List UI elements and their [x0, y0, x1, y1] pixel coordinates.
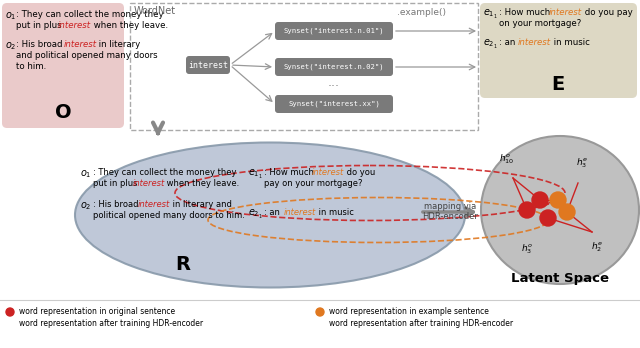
Text: interest: interest — [312, 168, 344, 177]
Text: put in plus: put in plus — [93, 179, 140, 188]
Circle shape — [540, 210, 556, 226]
Text: mapping via: mapping via — [424, 202, 476, 211]
Circle shape — [6, 308, 14, 316]
Text: HDR-encoder: HDR-encoder — [422, 212, 478, 221]
Text: : an: : an — [499, 38, 518, 47]
Text: : His broad: : His broad — [16, 40, 65, 49]
Text: do you pay: do you pay — [582, 8, 633, 17]
FancyBboxPatch shape — [186, 56, 230, 74]
Text: $o_2$: $o_2$ — [5, 40, 17, 52]
Text: to him.: to him. — [16, 62, 46, 71]
Text: pay on your mortgage?: pay on your mortgage? — [264, 179, 362, 188]
Text: $e_{1_1}$: $e_{1_1}$ — [483, 8, 498, 21]
Text: Latent Space: Latent Space — [511, 272, 609, 285]
Text: Synset("interest.n.02"): Synset("interest.n.02") — [284, 64, 384, 70]
FancyBboxPatch shape — [275, 22, 393, 40]
Text: R: R — [175, 255, 191, 274]
Circle shape — [519, 202, 535, 218]
Text: Synset("interest.xx"): Synset("interest.xx") — [288, 101, 380, 107]
Text: word representation in example sentence: word representation in example sentence — [329, 308, 489, 316]
Text: when they leave.: when they leave. — [91, 21, 168, 30]
Text: : How much: : How much — [264, 168, 317, 177]
Text: in literary: in literary — [96, 40, 140, 49]
Text: : They can collect the money they: : They can collect the money they — [16, 10, 164, 19]
Text: $e_{1_1}$: $e_{1_1}$ — [248, 168, 263, 181]
Text: : They can collect the money they: : They can collect the money they — [93, 168, 237, 177]
Text: : an: : an — [264, 208, 282, 217]
Text: word representation after training HDR-encoder: word representation after training HDR-e… — [19, 319, 203, 329]
Text: $o_1$: $o_1$ — [80, 168, 92, 180]
Text: $e_{2_1}$: $e_{2_1}$ — [248, 208, 263, 221]
Text: $h_3^o$: $h_3^o$ — [521, 242, 533, 255]
Text: E: E — [552, 75, 564, 94]
Text: : How much: : How much — [499, 8, 553, 17]
Text: ...: ... — [328, 76, 340, 88]
Text: .example(): .example() — [397, 8, 446, 17]
FancyBboxPatch shape — [275, 95, 393, 113]
Text: interest: interest — [188, 61, 228, 70]
Text: WordNet: WordNet — [134, 6, 176, 16]
Text: $h_{10}^o$: $h_{10}^o$ — [499, 152, 515, 166]
FancyBboxPatch shape — [275, 58, 393, 76]
Text: $o_1$: $o_1$ — [5, 10, 17, 22]
Text: interest: interest — [549, 8, 582, 17]
Circle shape — [316, 308, 324, 316]
Circle shape — [559, 204, 575, 220]
Text: word representation after training HDR-encoder: word representation after training HDR-e… — [329, 319, 513, 329]
Text: on your mortgage?: on your mortgage? — [499, 19, 581, 28]
Circle shape — [532, 192, 548, 208]
Text: put in plus: put in plus — [16, 21, 65, 30]
Text: O: O — [54, 103, 71, 122]
Text: : His broad: : His broad — [93, 200, 141, 209]
Text: $h_3^e$: $h_3^e$ — [576, 157, 588, 170]
Ellipse shape — [481, 136, 639, 284]
Text: Synset("interest.n.01"): Synset("interest.n.01") — [284, 28, 384, 34]
Text: word representation in original sentence: word representation in original sentence — [19, 308, 175, 316]
Text: political opened many doors to him.: political opened many doors to him. — [93, 211, 245, 220]
Text: $h_2^e$: $h_2^e$ — [591, 240, 603, 254]
FancyBboxPatch shape — [480, 3, 637, 98]
Text: in music: in music — [316, 208, 354, 217]
Text: interest: interest — [58, 21, 91, 30]
Text: and political opened many doors: and political opened many doors — [16, 51, 157, 60]
Text: do you: do you — [344, 168, 375, 177]
Text: interest: interest — [518, 38, 551, 47]
Text: $e_{2_1}$: $e_{2_1}$ — [483, 38, 498, 51]
Text: interest: interest — [64, 40, 97, 49]
Ellipse shape — [75, 142, 465, 287]
Text: when they leave.: when they leave. — [164, 179, 239, 188]
Text: interest: interest — [138, 200, 170, 209]
Text: interest: interest — [133, 179, 165, 188]
Text: interest: interest — [284, 208, 316, 217]
FancyBboxPatch shape — [2, 3, 124, 128]
Text: in music: in music — [551, 38, 590, 47]
Text: $o_2$: $o_2$ — [80, 200, 92, 212]
Text: in literary and: in literary and — [170, 200, 232, 209]
Circle shape — [550, 192, 566, 208]
